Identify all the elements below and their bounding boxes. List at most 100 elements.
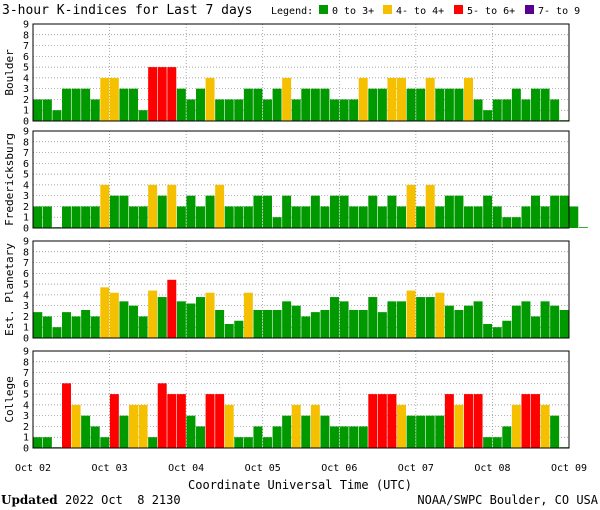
k-index-bar xyxy=(234,320,244,338)
y-tick-label: 3 xyxy=(23,84,29,95)
k-index-bar xyxy=(263,195,272,228)
k-index-bar xyxy=(330,297,339,338)
k-index-bar xyxy=(253,309,263,338)
k-index-bar xyxy=(387,77,397,121)
k-index-bar xyxy=(473,99,483,121)
y-tick-label: 1 xyxy=(23,433,29,444)
k-index-bar xyxy=(90,206,100,228)
k-index-bar xyxy=(368,394,378,448)
k-index-bar xyxy=(406,290,416,338)
k-index-bar xyxy=(358,77,368,121)
k-index-bar xyxy=(100,287,110,338)
k-index-bar xyxy=(454,309,464,338)
k-index-bar xyxy=(339,99,349,121)
k-index-bar xyxy=(397,301,406,338)
k-index-bar xyxy=(502,217,512,228)
k-index-bar xyxy=(157,195,167,228)
k-index-bar xyxy=(272,217,282,228)
k-index-bar xyxy=(186,99,196,121)
k-index-bar xyxy=(71,206,81,228)
k-index-bar xyxy=(406,184,416,228)
legend-label: Legend: xyxy=(271,6,313,17)
y-tick-label: 3 xyxy=(23,301,29,312)
k-index-bar xyxy=(119,195,129,228)
k-index-bar xyxy=(205,195,215,228)
y-tick-label: 5 xyxy=(23,170,29,181)
panel-frame xyxy=(32,130,570,229)
panel-name: Est. Planetary xyxy=(3,243,16,336)
k-index-bar xyxy=(157,383,167,448)
k-index-bar xyxy=(81,415,91,448)
k-index-bar xyxy=(291,99,301,121)
k-index-bar xyxy=(205,77,215,121)
k-index-bar xyxy=(33,312,43,338)
k-index-bar xyxy=(473,394,483,448)
k-index-bar xyxy=(109,394,119,448)
y-tick-label: 2 xyxy=(23,95,29,106)
legend-swatch xyxy=(383,5,392,14)
k-index-bar xyxy=(272,309,282,338)
k-index-bar xyxy=(416,415,426,448)
k-index-bar xyxy=(148,290,158,338)
x-tick-labels: Oct 02 Oct 03 Oct 04 Oct 05 Oct 06 Oct 07 Oct … xyxy=(15,463,587,474)
k-index-bar xyxy=(531,394,540,448)
x-tick-label: Oct 06 xyxy=(321,463,357,474)
k-index-bar xyxy=(263,99,272,121)
x-tick-label: Oct 02 xyxy=(15,463,51,474)
y-tick-label: 4 xyxy=(23,73,29,84)
k-index-bar xyxy=(406,88,416,121)
k-index-bar xyxy=(416,206,426,228)
k-index-bar xyxy=(234,206,244,228)
k-index-bar xyxy=(205,394,215,448)
panel-frame xyxy=(32,240,570,339)
k-index-bar xyxy=(540,206,550,228)
updated-label: Updated xyxy=(1,493,58,507)
k-index-bar xyxy=(215,394,225,448)
x-tick-label: Oct 07 xyxy=(398,463,434,474)
k-index-bar xyxy=(531,195,540,228)
k-index-bar xyxy=(33,437,43,448)
y-tick-label: 1 xyxy=(23,323,29,334)
k-index-bar xyxy=(81,88,91,121)
panel-name: College xyxy=(3,376,16,422)
k-index-bar xyxy=(186,303,196,338)
k-index-bar xyxy=(521,206,531,228)
k-index-bar xyxy=(377,312,387,338)
k-index-bar xyxy=(502,99,512,121)
k-index-bar xyxy=(138,316,148,338)
k-index-bar xyxy=(310,195,320,228)
x-tick-label: Oct 03 xyxy=(92,463,128,474)
k-index-bar xyxy=(310,312,320,338)
k-index-bar xyxy=(157,297,167,338)
k-index-bar xyxy=(578,227,588,228)
y-tick-label: 8 xyxy=(23,357,29,368)
updated-value: 2022 Oct 8 2130 xyxy=(65,493,181,507)
k-index-bar xyxy=(263,437,272,448)
k-index-bar xyxy=(282,195,292,228)
k-index-bar xyxy=(310,404,320,448)
k-index-bar xyxy=(540,404,550,448)
k-index-bar xyxy=(310,88,320,121)
k-index-bar xyxy=(291,206,301,228)
k-index-bar xyxy=(492,437,502,448)
y-tick-label: 0 xyxy=(23,334,29,345)
k-index-bar xyxy=(425,297,435,338)
k-index-bar xyxy=(492,327,502,338)
k-index-bar xyxy=(100,77,110,121)
k-index-bar xyxy=(320,309,330,338)
k-index-bar xyxy=(377,206,387,228)
k-index-bar xyxy=(416,297,426,338)
y-tick-label: 4 xyxy=(23,400,29,411)
k-index-bar xyxy=(444,394,454,448)
legend-entry: 0 to 3+ xyxy=(332,6,374,17)
k-index-bar xyxy=(224,404,234,448)
k-index-bar xyxy=(138,206,148,228)
k-index-bar xyxy=(100,184,110,228)
k-index-bar xyxy=(330,99,339,121)
k-index-bar xyxy=(358,426,368,448)
k-index-bar xyxy=(320,88,330,121)
k-index-bar xyxy=(550,415,560,448)
